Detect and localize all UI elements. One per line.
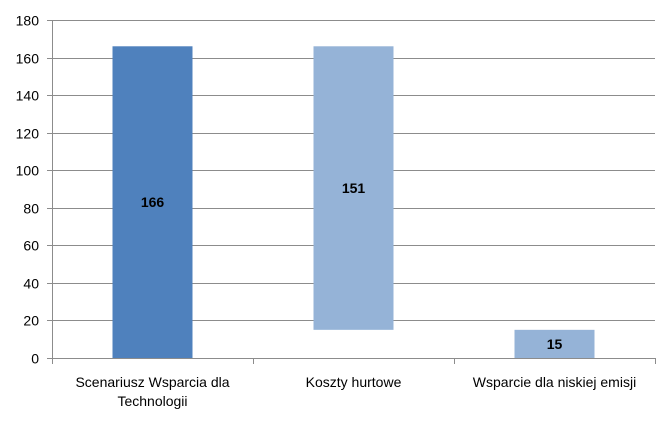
- y-tick-label: 120: [16, 126, 40, 142]
- labels: 0 20 40 60 80 100 120 140 160 180 166 Scenariusz Ws…: [16, 13, 637, 410]
- y-tick-label: 180: [16, 13, 40, 29]
- bar-1: [112, 46, 193, 359]
- data-label: 15: [547, 336, 563, 352]
- data-label: 166: [141, 194, 165, 210]
- bar-2: [313, 46, 394, 330]
- y-tick-label: 0: [31, 351, 39, 367]
- x-category-label: Wsparcie dla niskiej emisji: [473, 374, 636, 390]
- bar-3: [514, 329, 595, 358]
- x-category-label: Scenariusz Wsparcia dla: [75, 374, 229, 390]
- y-tick-label: 60: [23, 238, 39, 254]
- x-category-label: Technologii: [117, 393, 187, 409]
- y-tick-label: 20: [23, 313, 39, 329]
- x-category-label: Koszty hurtowe: [306, 374, 402, 390]
- y-tick-label: 100: [16, 163, 40, 179]
- y-tick-label: 160: [16, 51, 40, 67]
- y-tick-label: 80: [23, 201, 39, 217]
- bars: [112, 46, 595, 359]
- y-tick-label: 140: [16, 88, 40, 104]
- axes: [47, 20, 656, 364]
- y-tick-label: 40: [23, 276, 39, 292]
- data-label: 151: [342, 180, 366, 196]
